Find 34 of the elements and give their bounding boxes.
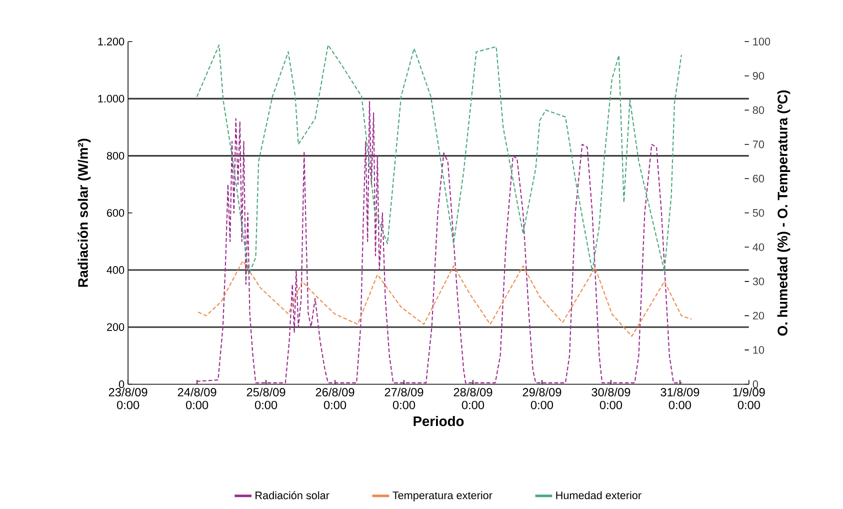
y2-axis-title: O. humedad (%) - O. Temperatura (ºC) (777, 90, 790, 336)
y2-tick-label: 20 (752, 312, 764, 320)
x-tick-label: 26/8/09 0:00 (316, 388, 354, 410)
x-axis-title: Periodo (414, 416, 464, 426)
y2-tick-label: 80 (752, 106, 764, 114)
y2-tick-label: 40 (752, 243, 764, 252)
legend-label: Radiación solar (256, 491, 330, 500)
y-tick-label: 1.200 (98, 38, 124, 46)
x-tick-label: 31/8/09 0:00 (660, 388, 700, 410)
y2-tick-label: 30 (752, 278, 764, 286)
legend-label: Temperatura exterior (392, 491, 492, 502)
y-tick-label: 0 (118, 380, 124, 388)
x-tick-label: 24/8/09 0:00 (178, 388, 216, 410)
y-tick-label: 200 (106, 323, 124, 331)
x-tick-label: 25/8/09 0:00 (246, 388, 286, 410)
x-tick-label: 30/8/09 0:00 (592, 388, 630, 410)
x-tick-label: 27/8/09 0:00 (384, 388, 424, 410)
x-tick-label: 23/8/09 0:00 (108, 388, 148, 410)
y2-tick-label: 70 (752, 140, 764, 148)
y2-tick-label: 10 (753, 346, 764, 354)
y-tick-label: 1.000 (98, 94, 124, 103)
legend-label: Humedad exterior (556, 491, 642, 500)
x-tick-label: 28/8/09 0:00 (454, 388, 492, 410)
y2-tick-label: 90 (752, 72, 764, 80)
x-tick-label: 29/8/09 0:00 (522, 388, 562, 410)
x-tick-label: 1/9/09 0:00 (733, 388, 765, 410)
y-axis-title: Radiación solar (W/m²) (78, 138, 91, 287)
y-tick-label: 400 (106, 266, 124, 274)
y2-tick-label: 100 (753, 38, 770, 46)
y-tick-label: 800 (106, 152, 124, 160)
y2-tick-label: 0 (752, 380, 758, 388)
y2-tick-label: 50 (752, 209, 764, 217)
y2-tick-label: 60 (752, 174, 764, 182)
y-tick-label: 600 (107, 209, 124, 217)
